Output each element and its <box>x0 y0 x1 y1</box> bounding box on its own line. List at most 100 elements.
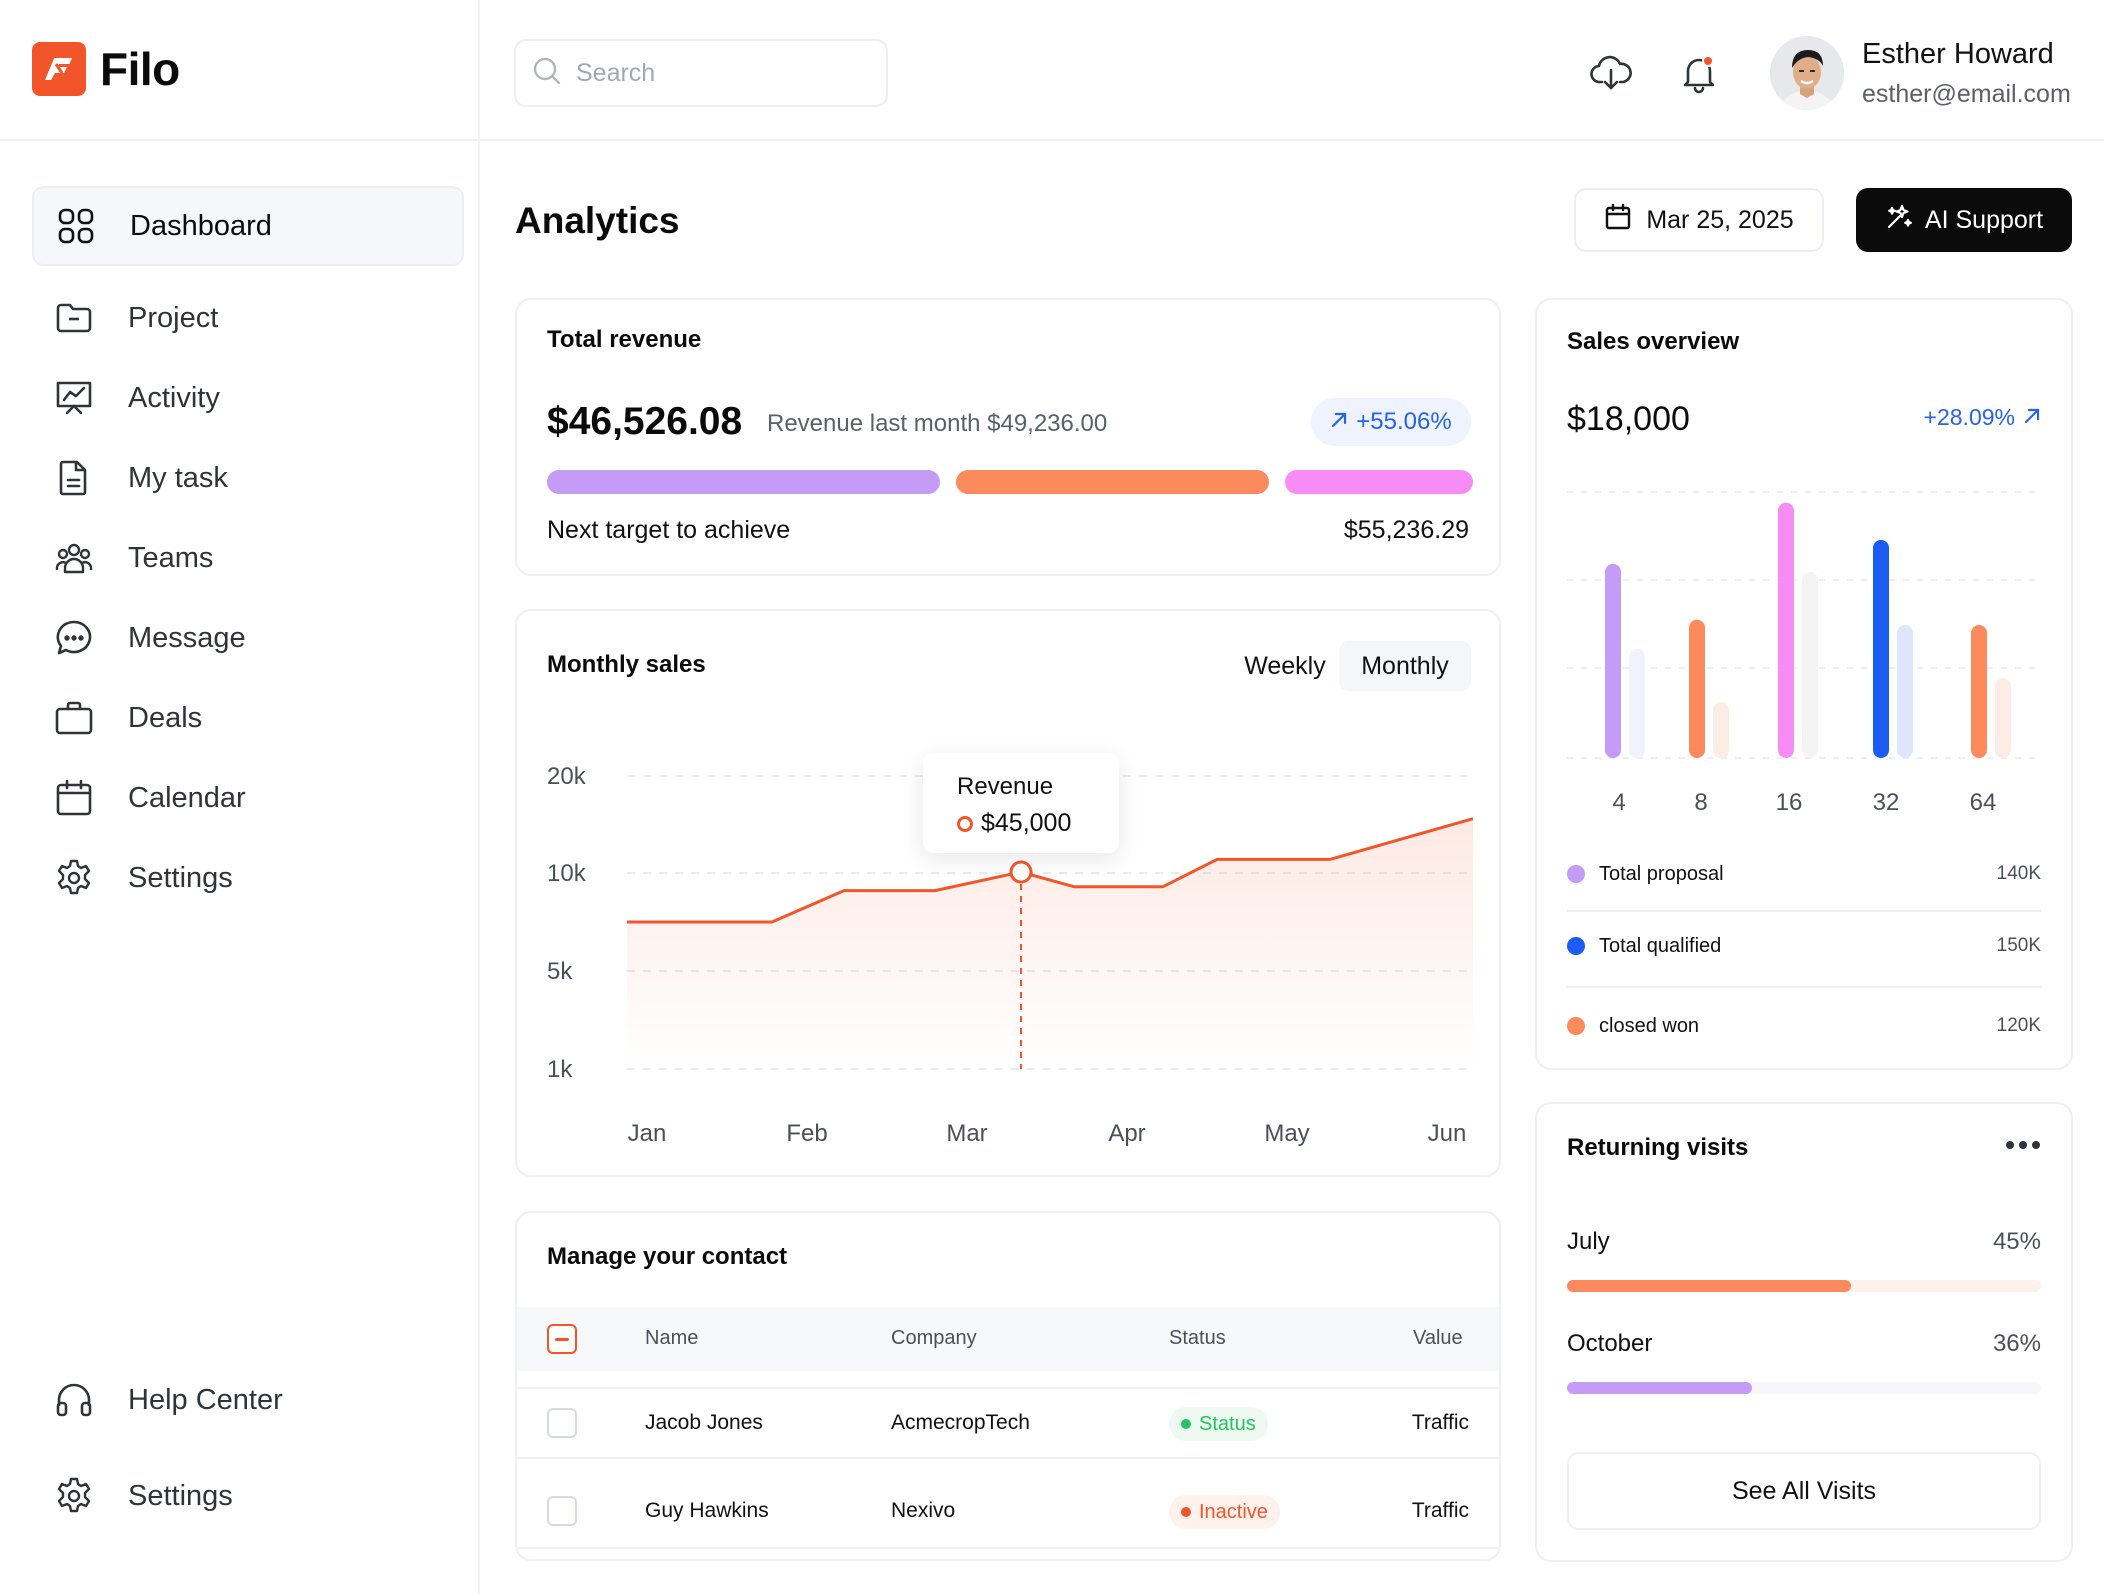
column-header-name[interactable]: Name <box>645 1327 699 1349</box>
card-title: Manage your contact <box>547 1243 788 1270</box>
y-tick-label: 10k <box>547 860 587 887</box>
visit-progress-july <box>1567 1280 2041 1292</box>
target-value: $55,236.29 <box>1343 516 1469 544</box>
bar-main <box>1971 625 1987 758</box>
row-checkbox[interactable] <box>547 1408 577 1438</box>
x-tick-label: Jun <box>1428 1120 1467 1147</box>
revenue-change-badge: +55.06% <box>1311 398 1471 446</box>
x-tick-label: 32 <box>1873 789 1900 816</box>
sparkle-wand-icon <box>1885 203 1913 238</box>
legend-label: Total qualified <box>1599 934 1722 957</box>
tab-monthly[interactable]: Monthly <box>1339 641 1471 691</box>
sidebar-item-settings-bottom[interactable]: Settings <box>32 1448 464 1544</box>
document-icon <box>54 458 94 498</box>
sales-amount: $18,000 <box>1567 400 1690 438</box>
ai-support-button[interactable]: AI Support <box>1856 188 2072 252</box>
arrow-up-right-icon <box>1330 408 1348 436</box>
legend-value: 120K <box>1996 1015 2041 1036</box>
sidebar-item-label: Project <box>128 301 219 334</box>
visit-progress-fill <box>1567 1382 1752 1394</box>
contact-name: Guy Hawkins <box>645 1499 769 1522</box>
sidebar-item-calendar[interactable]: Calendar <box>32 758 464 838</box>
logo[interactable]: Filo <box>32 42 180 96</box>
sidebar-item-dashboard[interactable]: Dashboard <box>32 186 464 266</box>
sidebar-item-settings[interactable]: Settings <box>32 838 464 918</box>
x-tick-label: 8 <box>1694 789 1707 816</box>
bar-secondary <box>1713 702 1729 758</box>
row-divider <box>517 1387 1499 1389</box>
gear-icon <box>54 858 94 898</box>
visit-progress-october <box>1567 1382 2041 1394</box>
bar-main <box>1605 563 1621 758</box>
sidebar-item-label: Teams <box>128 541 214 574</box>
contact-value: Traffic <box>1411 1499 1469 1522</box>
sidebar: Filo Dashboard Project Activity My task <box>0 0 480 1594</box>
status-dot-icon <box>1181 1419 1191 1429</box>
sidebar-item-label: Help Center <box>128 1383 283 1416</box>
sidebar-item-help-center[interactable]: Help Center <box>32 1352 464 1448</box>
download-cloud-icon[interactable] <box>1590 52 1632 94</box>
see-all-visits-button[interactable]: See All Visits <box>1567 1452 2041 1530</box>
status-dot-icon <box>1181 1507 1191 1517</box>
gear-icon <box>54 1476 94 1516</box>
sidebar-item-teams[interactable]: Teams <box>32 518 464 598</box>
revenue-change-value: +55.06% <box>1356 408 1452 435</box>
date-picker-button[interactable]: Mar 25, 2025 <box>1574 188 1824 252</box>
x-tick-label: Jan <box>628 1120 667 1147</box>
sidebar-item-deals[interactable]: Deals <box>32 678 464 758</box>
search-box[interactable] <box>514 39 888 107</box>
tab-weekly[interactable]: Weekly <box>1244 651 1326 680</box>
revenue-last-month: Revenue last month $49,236.00 <box>767 410 1108 437</box>
contact-company: AcmecropTech <box>891 1411 1030 1434</box>
revenue-segment <box>547 470 941 494</box>
y-tick-label: 1k <box>547 1056 573 1083</box>
sidebar-item-activity[interactable]: Activity <box>32 358 464 438</box>
legend-dot-icon <box>1567 937 1585 955</box>
visit-label-october: October <box>1567 1330 1653 1357</box>
tooltip-value-row: $45,000 <box>957 809 1071 838</box>
column-header-status[interactable]: Status <box>1169 1327 1226 1349</box>
table-header <box>517 1307 1499 1371</box>
legend-value: 140K <box>1996 863 2041 884</box>
bar-main <box>1873 539 1889 758</box>
search-input[interactable] <box>576 58 876 88</box>
column-header-value[interactable]: Value <box>1413 1327 1463 1349</box>
sidebar-item-project[interactable]: Project <box>32 278 464 358</box>
area-fill <box>627 818 1473 1069</box>
sidebar-item-label: Dashboard <box>130 209 272 242</box>
x-tick-label: Apr <box>1108 1120 1145 1147</box>
revenue-segment <box>956 470 1270 494</box>
sidebar-item-label: Settings <box>128 861 233 894</box>
revenue-amount: $46,526.08 <box>547 400 743 443</box>
y-tick-label: 5k <box>547 958 573 985</box>
monthly-sales-chart: 20k 10k 5k 1k Jan Feb Mar Apr May Jun <box>547 763 1474 1147</box>
legend-dot-icon <box>1567 1017 1585 1035</box>
top-header: Esther Howard esther@email.com <box>480 0 2104 141</box>
sidebar-item-message[interactable]: Message <box>32 598 464 678</box>
sidebar-divider <box>0 139 480 141</box>
bar-secondary <box>1629 648 1645 758</box>
bar-main <box>1778 502 1794 758</box>
sidebar-item-my-task[interactable]: My task <box>32 438 464 518</box>
legend-label: closed won <box>1599 1014 1700 1037</box>
status-label: Inactive <box>1199 1500 1268 1523</box>
contact-name: Jacob Jones <box>645 1411 763 1434</box>
bell-icon[interactable] <box>1678 52 1720 94</box>
card-title: Sales overview <box>1567 328 1740 355</box>
x-tick-label: Mar <box>946 1120 987 1147</box>
card-title: Monthly sales <box>547 651 706 678</box>
page-title: Analytics <box>515 200 680 241</box>
column-header-company[interactable]: Company <box>891 1327 977 1349</box>
legend-item-closed-won: closed won 120K <box>1567 1006 2041 1046</box>
avatar[interactable] <box>1770 36 1844 110</box>
more-options-icon[interactable] <box>2005 1138 2041 1157</box>
ai-support-label: AI Support <box>1924 205 2044 234</box>
legend-dot-icon <box>1567 865 1585 883</box>
sidebar-item-label: Settings <box>128 1479 233 1512</box>
select-all-checkbox[interactable] <box>547 1324 577 1354</box>
calendar-icon <box>1604 203 1632 238</box>
row-checkbox[interactable] <box>547 1496 577 1526</box>
bar-secondary <box>1802 571 1818 758</box>
filo-logo-icon <box>32 42 86 96</box>
presentation-chart-icon <box>54 378 94 418</box>
